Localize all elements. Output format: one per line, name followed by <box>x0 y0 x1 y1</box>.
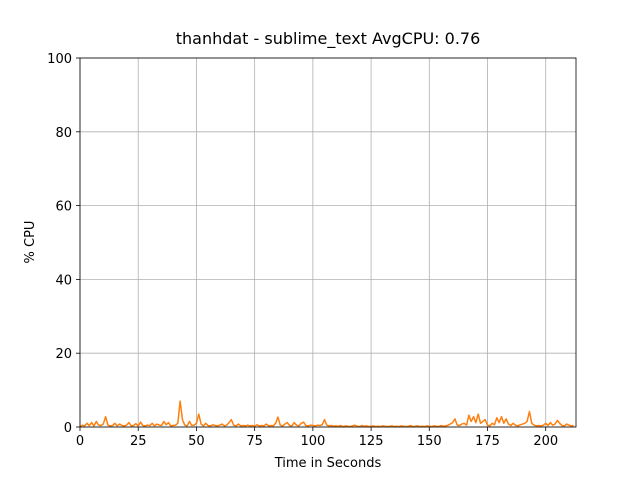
x-tick-label: 25 <box>130 434 147 449</box>
x-tick-label: 50 <box>188 434 205 449</box>
chart-title: thanhdat - sublime_text AvgCPU: 0.76 <box>176 29 481 49</box>
y-tick-label: 40 <box>55 273 72 288</box>
x-tick-label: 100 <box>300 434 325 449</box>
y-tick-label: 0 <box>64 421 72 436</box>
x-tick-label: 150 <box>417 434 442 449</box>
y-tick-label: 80 <box>55 126 72 141</box>
x-tick-label: 0 <box>76 434 84 449</box>
x-tick-label: 175 <box>475 434 500 449</box>
x-tick-label: 125 <box>359 434 384 449</box>
x-tick-label: 75 <box>246 434 263 449</box>
y-tick-label: 100 <box>47 52 72 67</box>
y-axis-label: % CPU <box>23 221 38 264</box>
x-tick-label: 200 <box>533 434 558 449</box>
y-tick-label: 60 <box>55 200 72 215</box>
x-axis-label: Time in Seconds <box>274 456 382 471</box>
y-tick-label: 20 <box>55 347 72 362</box>
cpu-line <box>79 400 574 428</box>
plot-frame <box>79 57 577 428</box>
